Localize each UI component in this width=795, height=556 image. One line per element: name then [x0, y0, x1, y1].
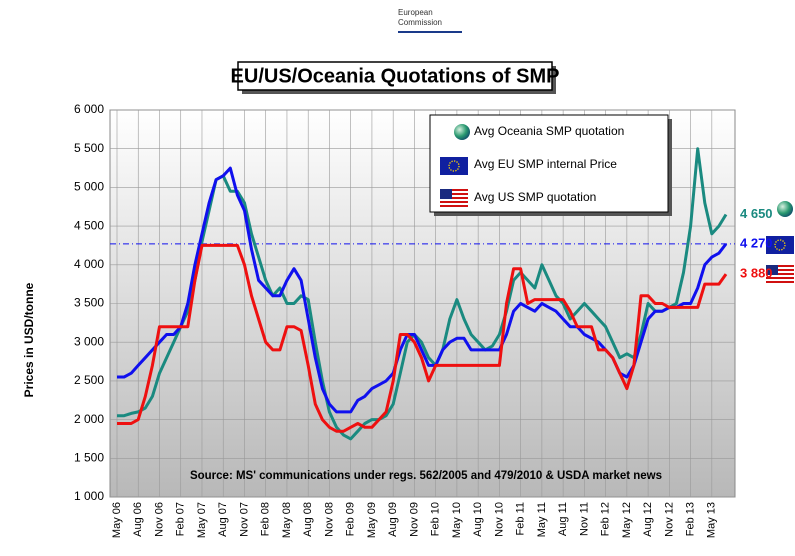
x-tick-label: Feb 08: [260, 502, 272, 536]
end-label: 4 270: [740, 235, 773, 250]
end-icon: [777, 201, 793, 217]
x-tick-label: Aug 10: [472, 502, 484, 537]
y-tick-label: 4 000: [74, 257, 104, 271]
x-tick-label: May 07: [196, 502, 208, 538]
x-tick-label: Feb 10: [430, 502, 442, 536]
end-label: 3 880: [740, 266, 773, 281]
y-tick-label: 5 000: [74, 180, 104, 194]
x-tick-label: Feb 07: [175, 502, 187, 536]
x-tick-label: Feb 13: [684, 502, 696, 536]
y-tick-label: 3 000: [74, 334, 104, 348]
series-line: [117, 243, 728, 433]
x-tick-label: Aug 07: [217, 502, 229, 537]
x-tick-label: Nov 08: [323, 502, 335, 537]
org-line: European: [398, 8, 433, 17]
x-tick-label: Nov 06: [153, 502, 165, 537]
legend-label: Avg EU SMP internal Price: [474, 157, 617, 171]
end-label: 4 650: [740, 206, 773, 221]
x-tick-label: May 10: [451, 502, 463, 538]
x-tick-label: Aug 06: [132, 502, 144, 537]
x-tick-label: Aug 09: [387, 502, 399, 537]
x-tick-label: Feb 12: [600, 502, 612, 536]
chart-title: EU/US/Oceania Quotations of SMP: [231, 65, 560, 87]
x-tick-label: Aug 11: [557, 502, 569, 536]
legend-label: Avg US SMP quotation: [474, 190, 596, 204]
x-tick-label: Nov 12: [663, 502, 675, 537]
y-tick-label: 1 500: [74, 450, 104, 464]
series-line: [117, 166, 728, 414]
x-tick-label: May 12: [621, 502, 633, 538]
org-line: Commission: [398, 18, 442, 27]
y-axis-label: Prices in USD/tonne: [22, 282, 36, 397]
x-tick-label: Feb 09: [345, 502, 357, 536]
x-tick-label: May 08: [281, 502, 293, 538]
x-tick-label: Nov 11: [578, 502, 590, 536]
x-tick-label: Feb 11: [515, 502, 527, 535]
legend-icon: [440, 189, 468, 207]
x-tick-label: Nov 09: [408, 502, 420, 537]
x-tick-label: Aug 12: [642, 502, 654, 537]
x-tick-label: May 13: [706, 502, 718, 538]
source-note: Source: MS' communications under regs. 5…: [190, 470, 662, 482]
legend-label: Avg Oceania SMP quotation: [474, 124, 624, 138]
x-tick-label: Nov 10: [493, 502, 505, 537]
y-tick-label: 4 500: [74, 218, 104, 232]
y-tick-label: 5 500: [74, 141, 104, 155]
x-tick-label: Aug 08: [302, 502, 314, 537]
legend-icon: [439, 156, 469, 176]
y-tick-label: 2 500: [74, 373, 104, 387]
y-tick-label: 2 000: [74, 412, 104, 426]
x-tick-label: May 09: [366, 502, 378, 538]
x-tick-label: May 11: [536, 502, 548, 537]
y-tick-label: 3 500: [74, 296, 104, 310]
legend-icon: [454, 124, 470, 140]
x-tick-label: May 06: [111, 502, 123, 538]
x-tick-label: Nov 07: [238, 502, 250, 537]
y-tick-label: 1 000: [74, 489, 104, 503]
title-box: [237, 61, 553, 91]
y-tick-label: 6 000: [74, 102, 104, 116]
